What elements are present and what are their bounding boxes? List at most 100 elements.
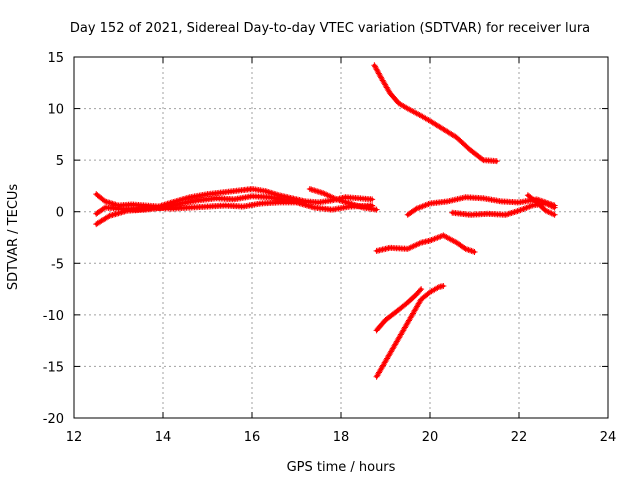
data-point-marker [375, 69, 382, 76]
data-point-marker [548, 203, 555, 210]
data-point-marker [372, 65, 379, 72]
data-series-trace [524, 192, 558, 218]
data-point-marker [373, 206, 380, 213]
data-point-marker [415, 205, 422, 212]
data-point-marker [105, 213, 112, 220]
x-tick-label: 12 [66, 430, 83, 445]
data-point-marker [416, 287, 423, 294]
data-point-marker [419, 203, 426, 210]
data-point-marker [547, 202, 554, 209]
data-point-marker [418, 286, 425, 293]
data-point-marker [527, 203, 534, 210]
y-axis-title: SDTVAR / TECUs [6, 184, 21, 291]
x-tick-label: 14 [155, 430, 172, 445]
data-point-marker [373, 66, 380, 73]
data-point-marker [544, 208, 551, 215]
data-point-marker [330, 194, 337, 201]
data-series-trace [373, 232, 478, 255]
data-point-marker [332, 195, 339, 202]
data-point-marker [418, 203, 425, 210]
data-point-marker [516, 207, 522, 214]
data-point-marker [371, 62, 378, 69]
data-point-marker [542, 207, 549, 214]
data-point-marker [465, 246, 472, 253]
data-point-marker [323, 191, 330, 198]
data-point-marker [545, 209, 552, 216]
x-tick-label: 16 [244, 430, 261, 445]
x-tick-label: 20 [422, 430, 439, 445]
data-point-marker [409, 243, 416, 250]
data-point-marker [428, 237, 435, 244]
grid [74, 57, 608, 418]
data-point-marker [471, 248, 478, 255]
data-point-marker [326, 192, 333, 199]
data-point-marker [468, 247, 475, 254]
x-axis-title: GPS time / hours [287, 460, 396, 475]
data-point-marker [329, 194, 336, 201]
data-point-marker [547, 209, 554, 216]
data-point-marker [427, 237, 433, 244]
data-point-marker [324, 192, 331, 199]
data-point-marker [421, 202, 428, 209]
data-point-marker [551, 211, 558, 218]
data-point-marker [425, 201, 432, 208]
y-tick-label: 10 [47, 103, 64, 118]
data-point-marker [493, 158, 500, 165]
data-series [93, 62, 558, 380]
data-point-marker [404, 245, 411, 252]
data-point-marker [412, 242, 419, 249]
y-tick-label: 5 [56, 154, 64, 169]
y-tick-label: 0 [56, 206, 64, 221]
data-point-marker [435, 234, 442, 241]
data-point-marker [470, 248, 477, 255]
data-series-trace [371, 62, 500, 165]
data-series-trace [306, 186, 380, 213]
data-point-marker [461, 244, 468, 251]
data-point-marker [550, 211, 557, 218]
data-point-marker [434, 234, 441, 241]
data-point-marker [424, 201, 431, 208]
data-series-trace [93, 193, 309, 228]
x-tick-label: 22 [511, 430, 528, 445]
data-point-marker [526, 203, 533, 210]
y-tick-label: -10 [43, 309, 64, 324]
y-tick-label: -5 [51, 257, 64, 272]
data-point-marker [375, 70, 382, 77]
data-point-marker [523, 204, 530, 211]
data-point-marker [369, 196, 376, 203]
x-tick-label: 18 [333, 430, 350, 445]
data-point-marker [432, 235, 439, 242]
data-point-marker [374, 67, 381, 74]
data-point-marker [376, 71, 383, 78]
chart-title: Day 152 of 2021, Sidereal Day-to-day VTE… [70, 21, 590, 36]
data-point-marker [550, 203, 557, 210]
data-point-marker [321, 190, 328, 197]
data-series-trace [373, 286, 425, 334]
data-point-marker [415, 241, 422, 248]
data-point-marker [429, 236, 436, 243]
data-point-marker [524, 204, 531, 211]
data-point-marker [410, 243, 417, 250]
data-point-marker [100, 205, 107, 212]
data-point-marker [416, 204, 423, 211]
data-point-marker [434, 284, 441, 291]
data-point-marker [302, 199, 309, 206]
data-point-marker [542, 200, 549, 207]
data-point-marker [518, 206, 525, 213]
axis-ticks: 12 14 16 18 20 22 24 -20 -15 -10 -5 0 5 10 15 [43, 51, 617, 445]
data-series-trace [373, 282, 447, 380]
data-point-marker [431, 235, 438, 242]
data-point-marker [440, 282, 447, 289]
data-point-marker [372, 63, 379, 70]
data-point-marker [413, 241, 420, 248]
data-point-marker [413, 205, 420, 212]
series-line [372, 63, 499, 163]
data-point-marker [464, 246, 471, 253]
y-tick-label: 15 [47, 51, 64, 66]
y-tick-label: -15 [43, 360, 64, 375]
data-point-marker [551, 204, 558, 211]
data-point-marker [545, 201, 552, 208]
data-point-marker [416, 240, 423, 247]
data-point-marker [100, 197, 107, 204]
